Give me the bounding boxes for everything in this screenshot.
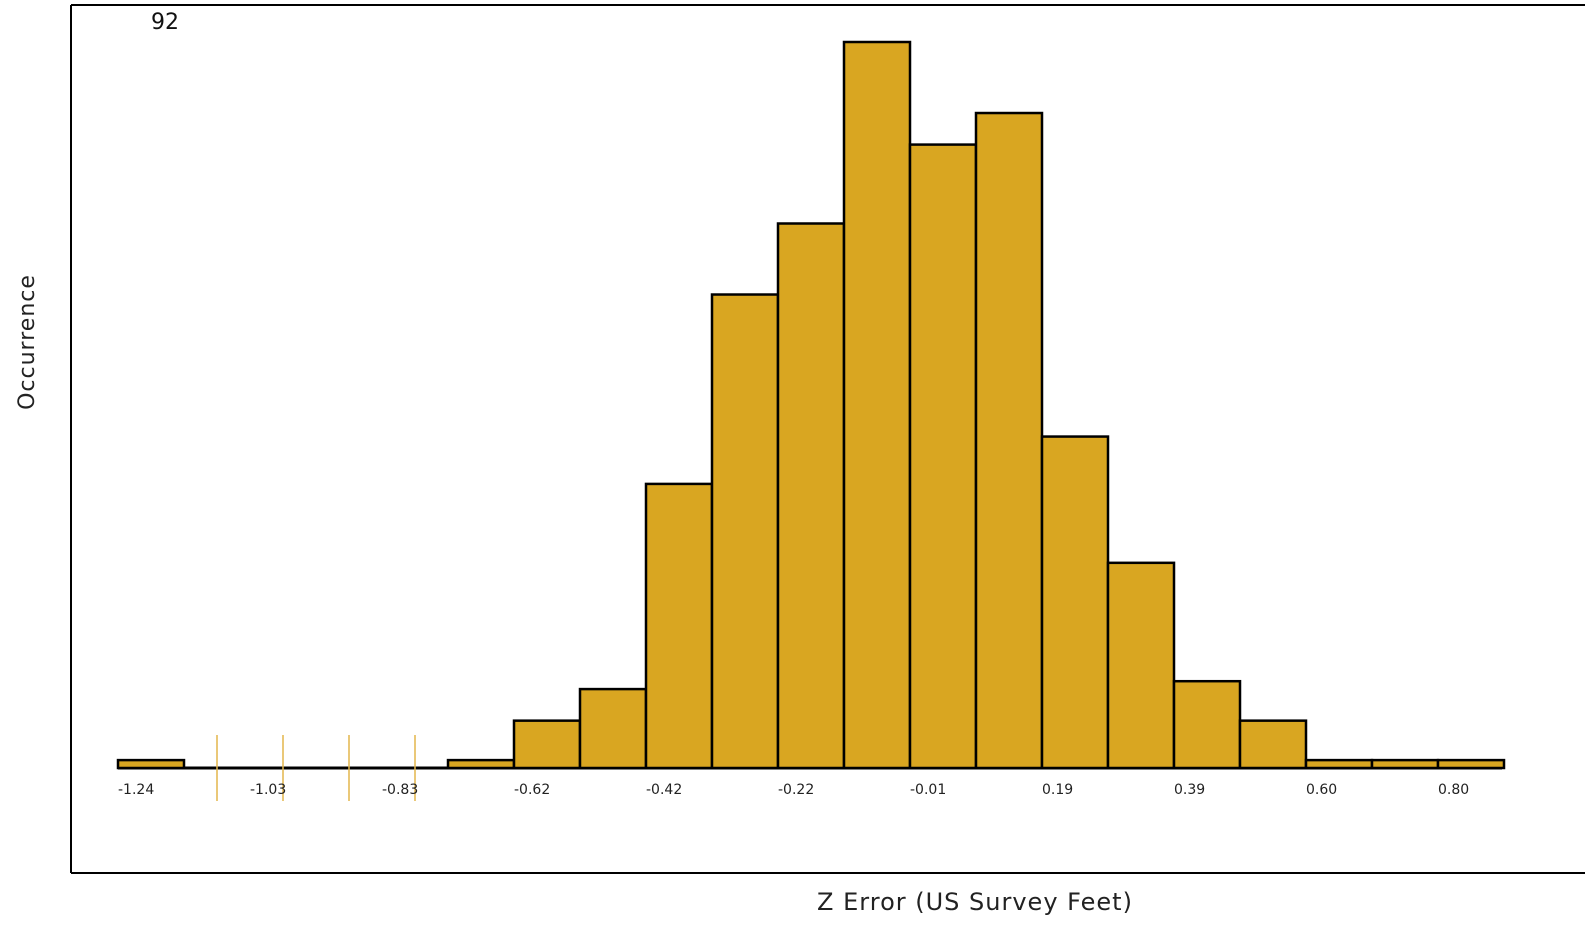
x-tick-label: -0.62: [514, 782, 550, 798]
histogram-bar: [1040, 435, 1110, 770]
x-tick-label: -1.24: [118, 782, 154, 798]
histogram-bar: [446, 758, 516, 770]
histogram-bar: [1172, 679, 1242, 770]
histogram-bar: [908, 143, 978, 770]
x-tick-label: 0.80: [1438, 782, 1469, 798]
histogram-bar: [1238, 719, 1308, 770]
histogram-bar: [1370, 758, 1440, 770]
x-tick-label: -0.22: [778, 782, 814, 798]
histogram-bar: [1106, 561, 1176, 770]
x-tick-label: -0.01: [910, 782, 946, 798]
x-tick-label: -1.03: [250, 782, 286, 798]
histogram-bar: [644, 482, 714, 770]
histogram-bar: [1304, 758, 1374, 770]
x-axis-label: Z Error (US Survey Feet): [817, 888, 1133, 916]
x-tick-label: 0.39: [1174, 782, 1205, 798]
x-tick-label: 0.60: [1306, 782, 1337, 798]
histogram-bar: [512, 719, 582, 770]
histogram-bar: [974, 111, 1044, 770]
histogram-bar: [116, 758, 186, 770]
x-tick-label: -0.83: [382, 782, 418, 798]
histogram-bar: [1436, 758, 1506, 770]
histogram-bars: [116, 40, 1506, 770]
histogram-bar: [776, 222, 846, 770]
x-tick-label: 0.19: [1042, 782, 1073, 798]
y-axis-label: Occurrence: [15, 274, 40, 410]
histogram-bar: [578, 687, 648, 770]
histogram-bar: [842, 40, 912, 770]
x-tick-labels: -1.24 -1.03 -0.83 -0.62 -0.42 -0.22 -0.01 0.19 0…: [118, 782, 1469, 798]
x-tick-marks: [216, 735, 416, 801]
y-max-label: 92: [151, 10, 179, 35]
histogram-bar: [710, 293, 780, 770]
x-tick-label: -0.42: [646, 782, 682, 798]
